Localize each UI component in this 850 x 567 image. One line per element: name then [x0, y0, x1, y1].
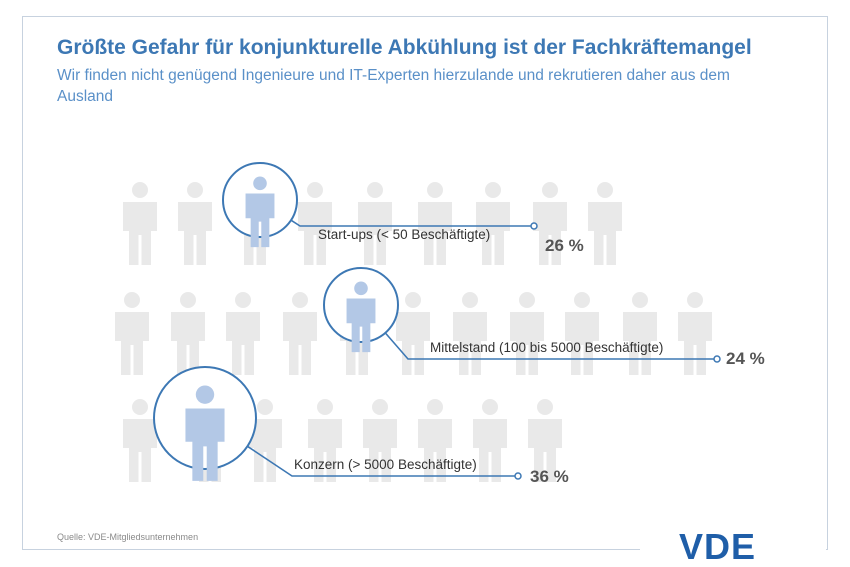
leader-line	[384, 332, 714, 360]
leader-line	[246, 445, 515, 477]
category-label: Konzern (> 5000 Beschäftigte)	[294, 457, 477, 472]
person-icon	[418, 182, 452, 265]
category-label: Mittelstand (100 bis 5000 Beschäftigte)	[430, 340, 663, 355]
source-note: Quelle: VDE-Mitgliedsunternehmen	[57, 532, 199, 542]
person-icon	[588, 182, 622, 265]
person-icon	[396, 292, 430, 375]
person-icon	[298, 182, 332, 265]
page-title: Größte Gefahr für konjunkturelle Abkühlu…	[57, 36, 752, 59]
vde-logo: VDE	[679, 526, 757, 567]
person-icon	[283, 292, 317, 375]
person-icon	[623, 292, 657, 375]
person-icon	[476, 182, 510, 265]
person-icon	[678, 292, 712, 375]
leader-line	[290, 219, 531, 227]
person-icon	[473, 399, 507, 482]
page-subtitle: Wir finden nicht genügend Ingenieure und…	[57, 67, 730, 105]
line-end-marker	[713, 355, 721, 363]
person-icon	[565, 292, 599, 375]
highlighted-people	[153, 162, 399, 481]
person-icon	[226, 292, 260, 375]
category-rows: Start-ups (< 50 Beschäftigte) 26 % Mittels…	[246, 219, 765, 486]
person-icon	[358, 182, 392, 265]
person-icon	[123, 182, 157, 265]
value-label: 26 %	[545, 236, 584, 255]
person-icon	[115, 292, 149, 375]
line-end-marker	[514, 472, 522, 480]
category-label: Start-ups (< 50 Beschäftigte)	[318, 227, 490, 242]
line-end-marker	[530, 222, 538, 230]
person-icon	[171, 292, 205, 375]
person-icon	[510, 292, 544, 375]
infographic-frame	[22, 16, 828, 550]
person-icon	[123, 399, 157, 482]
person-icon	[178, 182, 212, 265]
value-label: 36 %	[530, 467, 569, 486]
logo-background	[640, 528, 826, 566]
value-label: 24 %	[726, 349, 765, 368]
person-icon	[453, 292, 487, 375]
